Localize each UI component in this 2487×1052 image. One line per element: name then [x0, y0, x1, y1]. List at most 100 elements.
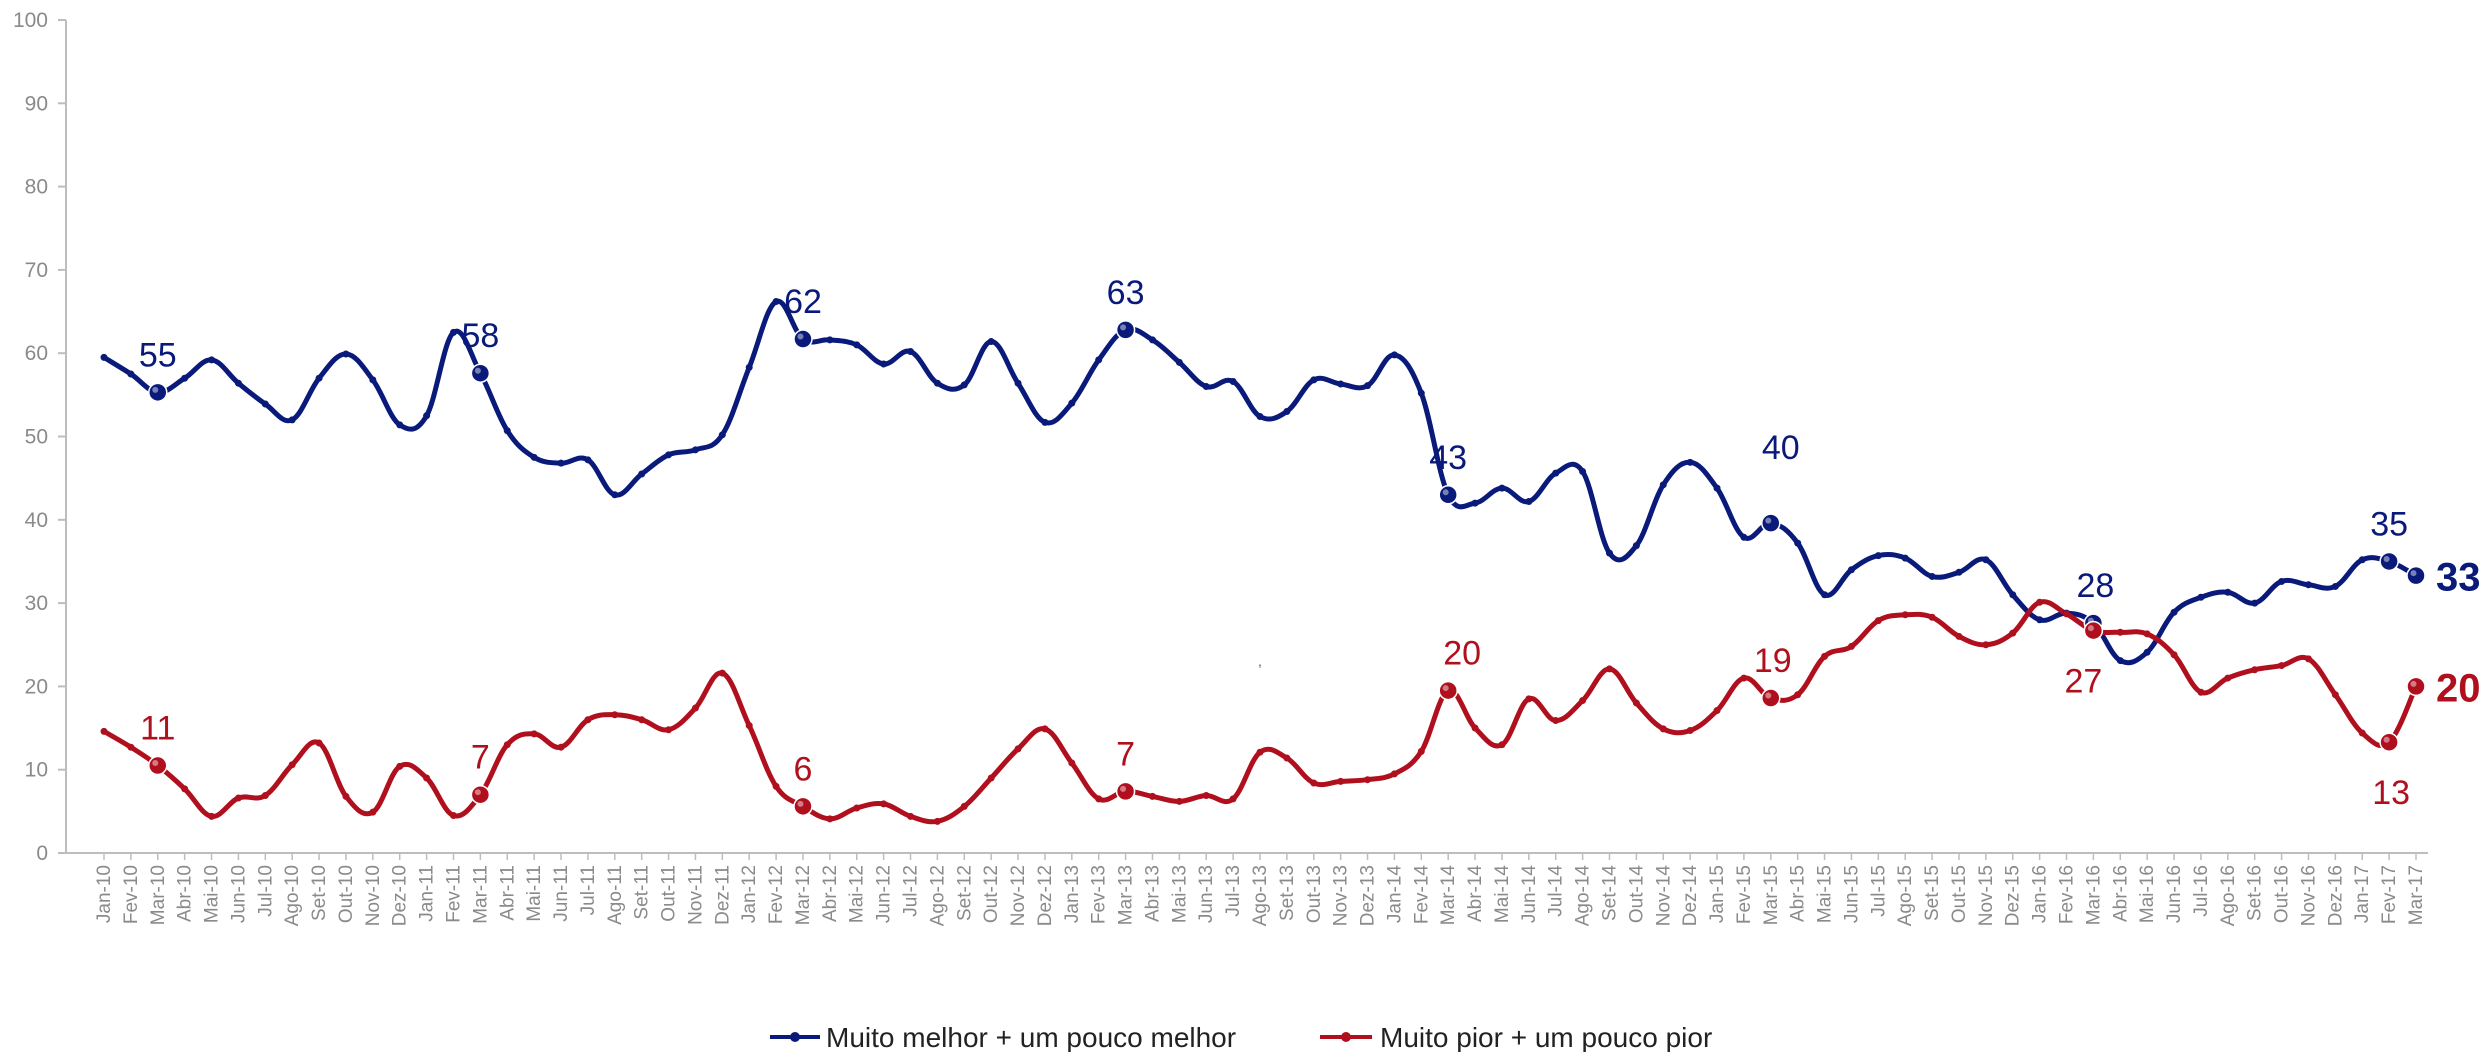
- data-point-s1: [1498, 484, 1506, 492]
- data-point-s1: [826, 336, 834, 344]
- data-point-s2: [2331, 691, 2339, 699]
- data-point-s2: [1761, 688, 1781, 708]
- data-point-s2: [1525, 695, 1533, 703]
- data-point-s2: [907, 812, 915, 820]
- legend-item-series-1: Muito melhor + um pouco melhor: [770, 1022, 1236, 1052]
- data-point-s2: [208, 812, 216, 820]
- data-point-s2: [2251, 666, 2259, 674]
- data-point-s1: [584, 456, 592, 464]
- data-point-s2: [1283, 754, 1291, 762]
- data-point-s2: [181, 785, 189, 793]
- data-point-s2: [2143, 630, 2151, 638]
- data-point-s2: [1847, 642, 1855, 650]
- data-point-s1: [1761, 513, 1781, 533]
- data-point-s2: [2083, 620, 2104, 641]
- y-tick-labels: 0 10 20 30 40 50 60 70 80 90 100: [13, 9, 66, 865]
- data-point-s1: [1955, 568, 1963, 576]
- data-point-s1: [2009, 591, 2017, 599]
- data-point-s1: [369, 376, 377, 384]
- data-point-highlight: [1442, 685, 1449, 692]
- x-tick-label: Set-12: [954, 865, 975, 921]
- y-tick-label: 90: [25, 92, 48, 115]
- data-point-s2: [1095, 795, 1103, 803]
- data-point-s1: [691, 446, 699, 454]
- x-tick-label: Mai-16: [2137, 865, 2158, 923]
- x-tick-label: Set-15: [1922, 865, 1943, 921]
- x-tick-label: Fev-13: [1089, 865, 1110, 924]
- x-tick-label: Mar-16: [2083, 865, 2104, 925]
- y-tick-label: 70: [25, 259, 48, 282]
- x-tick-label: Jul-10: [255, 865, 276, 917]
- x-tick-label: Jan-10: [94, 865, 115, 923]
- legend: Muito melhor + um pouco melhor Muito pio…: [770, 1022, 1712, 1052]
- data-point-highlight: [1120, 324, 1127, 331]
- x-tick-label: Nov-14: [1653, 865, 1674, 927]
- x-tick-label: Ago-13: [1250, 865, 1271, 926]
- x-tick-label: Jul-11: [578, 865, 599, 915]
- data-point-s2: [503, 741, 511, 749]
- data-point-s1: [100, 353, 108, 361]
- data-point-s2: [1552, 717, 1560, 725]
- x-tick-label: Jul-16: [2191, 865, 2212, 917]
- legend-label-1: Muito melhor + um pouco melhor: [826, 1022, 1236, 1052]
- data-point-s2: [396, 762, 404, 770]
- x-tick-label: Jan-15: [1707, 865, 1728, 923]
- data-point-s1: [772, 298, 780, 306]
- data-point-s1: [1014, 379, 1022, 387]
- data-point-s1: [853, 341, 861, 349]
- data-point-highlight: [1442, 489, 1449, 496]
- x-tick-label: Abr-16: [2110, 865, 2131, 922]
- data-point-s1: [2379, 551, 2399, 572]
- x-tick-label: Jun-15: [1841, 865, 1862, 923]
- x-tick-label: Nov-13: [1331, 865, 1352, 926]
- y-tick-label: 50: [25, 426, 48, 449]
- x-tick-label: Jan-11: [417, 865, 438, 922]
- x-tick-label: Nov-15: [1976, 865, 1997, 926]
- data-point-highlight: [474, 367, 481, 374]
- data-point-s2: [1498, 741, 1506, 749]
- y-tick-label: 20: [25, 675, 48, 698]
- x-tick-label: Fev-11: [443, 865, 464, 923]
- x-tick-label: Ago-12: [927, 865, 948, 926]
- x-tick-label: Mai-14: [1492, 865, 1513, 924]
- data-point-s2: [1390, 770, 1398, 778]
- x-tick-label: Jul-13: [1223, 865, 1244, 917]
- data-point-s2: [423, 774, 431, 782]
- data-point-s1: [2036, 616, 2044, 624]
- legend-marker-1: [790, 1032, 800, 1042]
- legend-item-series-2: Muito pior + um pouco pior: [1320, 1022, 1712, 1052]
- data-point-s1: [2251, 599, 2259, 607]
- x-tick-label: Out-10: [336, 865, 357, 923]
- data-point-s1: [234, 379, 242, 387]
- data-point-s2: [745, 722, 753, 730]
- x-tick-label: Ago-16: [2218, 865, 2239, 926]
- data-point-s2: [2379, 732, 2399, 752]
- data-point-s1: [1874, 552, 1882, 560]
- data-point-s1: [208, 356, 216, 364]
- data-point-s2: [1310, 779, 1318, 787]
- legend-label-2: Muito pior + um pouco pior: [1380, 1022, 1712, 1052]
- y-tick-label: 10: [25, 759, 48, 782]
- x-tick-label: Fev-16: [2057, 865, 2078, 924]
- x-tick-labels: Jan-10 Fev-10 Mar-10 Abr-10 Mai-10 Jun-10 Jul-…: [94, 853, 2427, 926]
- data-point-s2: [1115, 781, 1136, 802]
- data-point-s1: [1148, 336, 1156, 344]
- data-point-s2: [369, 808, 377, 816]
- data-point-s2: [1175, 797, 1183, 805]
- data-label-s1: 63: [1107, 274, 1145, 312]
- data-point-s1: [127, 370, 135, 378]
- data-point-s2: [933, 817, 941, 825]
- data-point-s1: [396, 421, 404, 429]
- data-point-s1: [1115, 320, 1136, 340]
- x-tick-label: Jun-11: [551, 865, 572, 922]
- data-point-s1: [1390, 351, 1398, 359]
- data-point-s1: [960, 381, 968, 389]
- x-tick-label: Fev-10: [121, 865, 142, 924]
- x-tick-label: Out-15: [1949, 865, 1970, 923]
- data-point-highlight: [2410, 680, 2417, 687]
- axes: [65, 20, 2428, 854]
- x-tick-label: Dez-16: [2325, 865, 2346, 926]
- data-point-s1: [2304, 581, 2312, 589]
- data-point-s1: [1095, 356, 1103, 364]
- data-point-s2: [2170, 651, 2178, 659]
